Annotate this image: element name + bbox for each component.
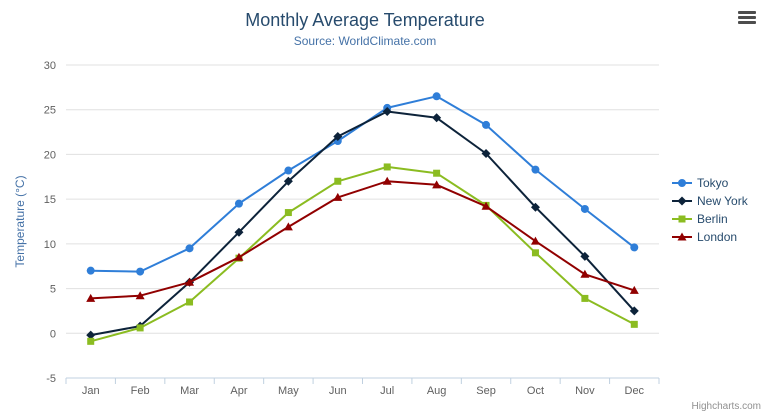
legend-symbol-circle-icon xyxy=(672,179,692,187)
point-marker-new-york[interactable] xyxy=(530,202,540,212)
legend-symbol-triangle-icon xyxy=(672,232,692,241)
point-marker-berlin[interactable] xyxy=(630,320,638,328)
point-marker-berlin[interactable] xyxy=(186,298,194,306)
legend-symbol-square-icon xyxy=(672,215,692,223)
point-marker-london[interactable] xyxy=(86,293,96,302)
legend-item-new-york[interactable]: New York xyxy=(672,194,748,208)
legend-item-tokyo[interactable]: Tokyo xyxy=(672,176,748,190)
point-marker-london[interactable] xyxy=(135,291,145,300)
y-axis-tick-label: 15 xyxy=(44,194,56,206)
x-axis-tick-label: Nov xyxy=(575,385,595,397)
legend-label: New York xyxy=(697,194,748,208)
point-marker-new-york[interactable] xyxy=(432,113,442,123)
point-marker-new-york[interactable] xyxy=(283,176,293,186)
legend-label: London xyxy=(697,230,738,244)
x-axis-tick-label: Oct xyxy=(527,385,544,397)
x-axis-tick-label: Jan xyxy=(82,385,100,397)
x-axis-tick-label: Dec xyxy=(625,385,645,397)
point-marker-tokyo[interactable] xyxy=(284,166,293,175)
point-marker-berlin[interactable] xyxy=(581,294,589,302)
x-axis-tick-label: Feb xyxy=(131,385,150,397)
point-marker-london[interactable] xyxy=(283,222,293,231)
point-marker-london[interactable] xyxy=(580,269,590,278)
series-line-london[interactable] xyxy=(90,180,635,300)
point-marker-tokyo[interactable] xyxy=(580,204,589,213)
hamburger-icon xyxy=(738,11,756,14)
point-marker-tokyo[interactable] xyxy=(185,244,194,253)
point-marker-tokyo[interactable] xyxy=(531,165,540,174)
legend: Tokyo New York Berlin London xyxy=(672,176,748,244)
x-axis-tick-label: Apr xyxy=(230,385,247,397)
y-axis-tick-label: 0 xyxy=(50,328,56,340)
legend-marker xyxy=(677,232,687,241)
point-marker-london[interactable] xyxy=(481,201,491,210)
export-menu-button[interactable] xyxy=(738,11,756,24)
x-axis-tick-label: May xyxy=(278,385,299,397)
point-marker-new-york[interactable] xyxy=(481,149,491,159)
chart-title: Monthly Average Temperature xyxy=(245,10,485,30)
point-marker-london[interactable] xyxy=(185,277,195,286)
hamburger-icon xyxy=(738,21,756,24)
legend-marker xyxy=(677,196,687,206)
legend-label: Tokyo xyxy=(697,176,729,190)
point-marker-berlin[interactable] xyxy=(531,249,539,257)
y-axis-tick-label: 25 xyxy=(44,105,56,117)
legend-item-berlin[interactable]: Berlin xyxy=(672,212,748,226)
point-marker-berlin[interactable] xyxy=(334,177,342,185)
x-axis-tick-label: Sep xyxy=(476,385,496,397)
point-marker-berlin[interactable] xyxy=(433,169,441,177)
chart-subtitle: Source: WorldClimate.com xyxy=(293,34,437,48)
series-line-berlin[interactable] xyxy=(90,165,635,343)
point-marker-berlin[interactable] xyxy=(87,337,95,345)
x-axis-tick-label: Aug xyxy=(427,385,447,397)
y-axis-tick-label: 20 xyxy=(44,149,56,161)
x-axis-tick-label: Mar xyxy=(180,385,199,397)
y-axis-tick-label: 5 xyxy=(50,284,56,296)
series-line-new-york[interactable] xyxy=(90,110,636,337)
y-axis-tick-label: 30 xyxy=(44,60,56,72)
point-marker-tokyo[interactable] xyxy=(482,120,491,129)
point-marker-tokyo[interactable] xyxy=(234,199,243,208)
point-marker-london[interactable] xyxy=(234,252,244,261)
hamburger-icon xyxy=(738,16,756,19)
point-marker-new-york[interactable] xyxy=(629,306,639,316)
legend-item-london[interactable]: London xyxy=(672,230,748,244)
point-marker-new-york[interactable] xyxy=(333,132,343,142)
point-marker-tokyo[interactable] xyxy=(630,243,639,252)
x-axis-tick-label: Jul xyxy=(380,385,394,397)
legend-marker xyxy=(678,215,686,223)
point-marker-tokyo[interactable] xyxy=(136,267,145,276)
point-marker-berlin[interactable] xyxy=(383,163,391,171)
point-marker-london[interactable] xyxy=(530,236,540,245)
y-axis-tick-label: -5 xyxy=(46,373,56,385)
point-marker-berlin[interactable] xyxy=(284,209,292,217)
legend-marker xyxy=(678,179,686,187)
series-line-tokyo[interactable] xyxy=(90,95,635,273)
legend-symbol-diamond-icon xyxy=(672,196,692,206)
point-marker-new-york[interactable] xyxy=(382,107,392,117)
x-axis-tick-label: Jun xyxy=(329,385,347,397)
point-marker-london[interactable] xyxy=(382,176,392,185)
y-axis-tick-label: 10 xyxy=(44,239,56,251)
point-marker-tokyo[interactable] xyxy=(432,92,441,101)
point-marker-new-york[interactable] xyxy=(580,251,590,261)
credits-link[interactable]: Highcharts.com xyxy=(691,401,761,412)
y-axis-title: Temperature (°C) xyxy=(13,175,27,267)
point-marker-tokyo[interactable] xyxy=(86,266,95,275)
point-marker-london[interactable] xyxy=(432,180,442,189)
point-marker-london[interactable] xyxy=(333,192,343,201)
point-marker-berlin[interactable] xyxy=(136,324,144,332)
point-marker-new-york[interactable] xyxy=(86,330,96,340)
legend-label: Berlin xyxy=(697,212,728,226)
point-marker-london[interactable] xyxy=(629,285,639,294)
point-marker-new-york[interactable] xyxy=(234,227,244,237)
